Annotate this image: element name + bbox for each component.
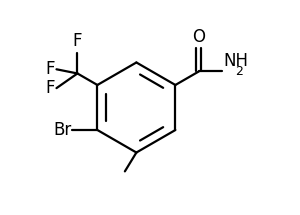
Text: F: F	[45, 60, 55, 78]
Text: O: O	[193, 28, 206, 46]
Text: F: F	[45, 79, 55, 97]
Text: NH: NH	[223, 52, 248, 70]
Text: Br: Br	[53, 121, 71, 139]
Text: F: F	[73, 32, 82, 51]
Text: 2: 2	[235, 65, 243, 78]
